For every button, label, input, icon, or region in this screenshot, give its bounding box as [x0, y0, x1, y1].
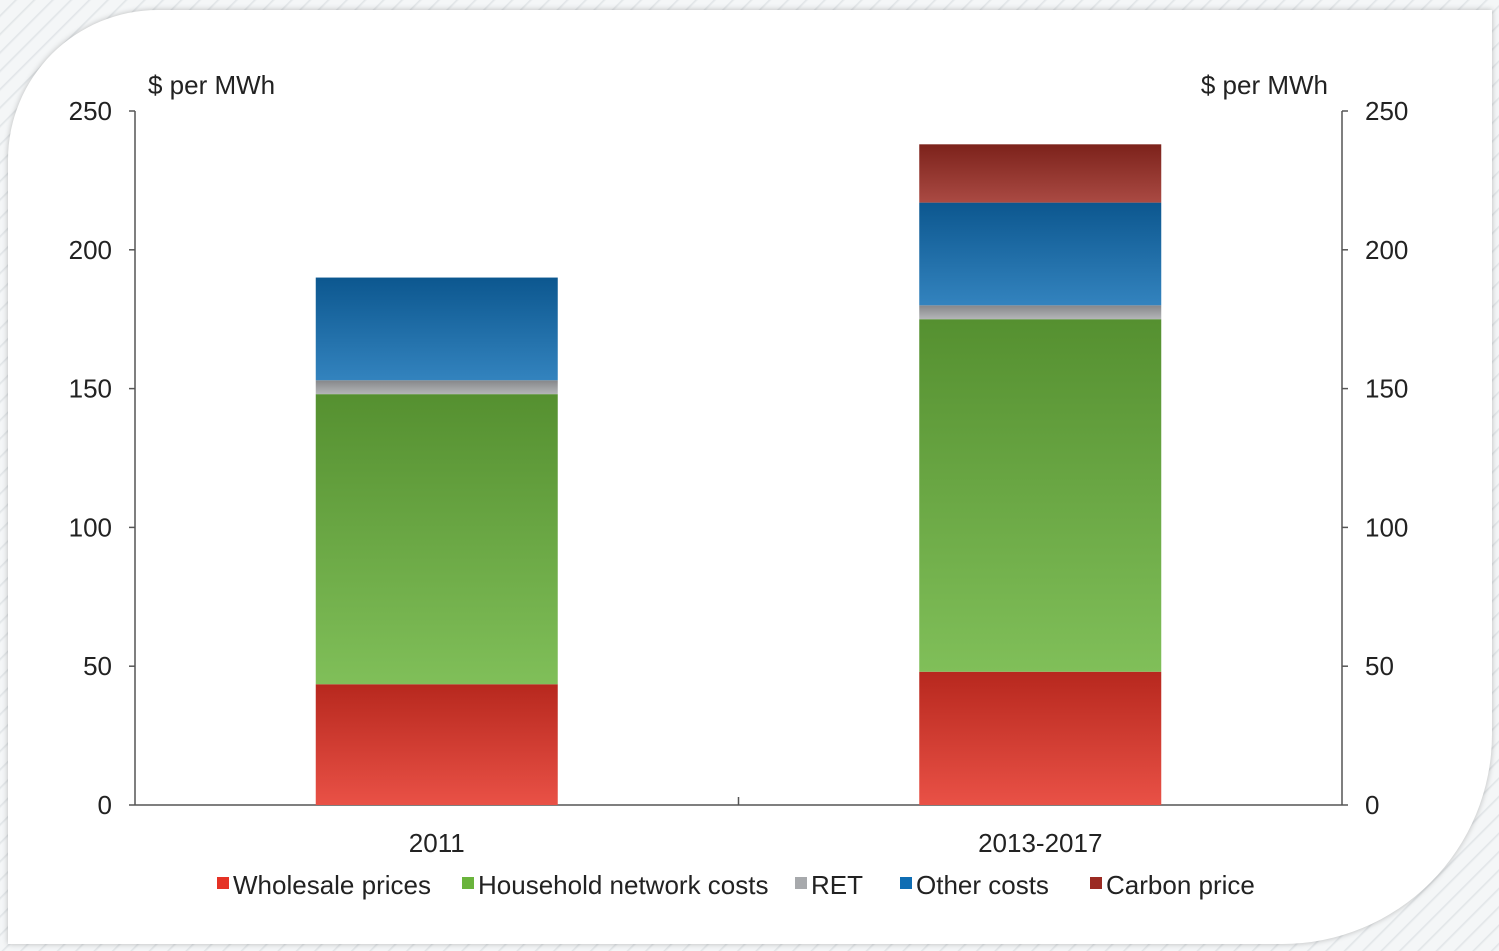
bar-segment-wholesale-prices: [315, 684, 558, 805]
right-y-tick-label: 200: [1365, 235, 1408, 265]
right-y-tick-label: 0: [1365, 790, 1379, 820]
left-y-tick-label: 150: [69, 374, 112, 404]
bar-segment-other-costs: [315, 277, 558, 381]
bar-segment-carbon-price: [919, 144, 1162, 203]
left-y-tick-label: 250: [69, 96, 112, 126]
x-category-label: 2013-2017: [978, 828, 1102, 858]
legend-swatch: [1090, 877, 1102, 889]
left-y-tick-label: 50: [83, 651, 112, 681]
right-unit-label: $ per MWh: [1201, 70, 1328, 100]
left-y-tick-label: 100: [69, 512, 112, 542]
x-category-label: 2011: [409, 828, 465, 858]
legend-swatch: [217, 877, 229, 889]
legend-swatch: [795, 877, 807, 889]
right-y-tick-label: 250: [1365, 96, 1408, 126]
legend-label: Other costs: [916, 870, 1049, 900]
chart-card: [8, 10, 1492, 944]
axis-labels: $ per MWh $ per MWh: [148, 70, 1328, 100]
bar-segment-household-network-costs: [315, 394, 558, 685]
left-unit-label: $ per MWh: [148, 70, 275, 100]
bar-segment-household-network-costs: [919, 319, 1162, 672]
legend-label: Wholesale prices: [233, 870, 431, 900]
left-y-tick-label: 200: [69, 235, 112, 265]
legend-label: Carbon price: [1106, 870, 1255, 900]
bar-segment-wholesale-prices: [919, 671, 1162, 805]
legend-label: RET: [811, 870, 863, 900]
legend-swatch: [462, 877, 474, 889]
right-y-tick-label: 100: [1365, 512, 1408, 542]
legend: Wholesale prices Household network costs R…: [217, 870, 1255, 900]
right-y-tick-label: 50: [1365, 651, 1394, 681]
bars: 2011 2013-2017: [315, 144, 1162, 858]
legend-swatch: [900, 877, 912, 889]
left-y-tick-label: 0: [98, 790, 112, 820]
legend-label: Household network costs: [478, 870, 768, 900]
axes: 0 0 50 50 100 100 150 150 200 200 250 250: [69, 96, 1409, 820]
bar-segment-ret: [919, 305, 1162, 320]
bar-segment-other-costs: [919, 202, 1162, 306]
right-y-tick-label: 150: [1365, 374, 1408, 404]
bar-segment-ret: [315, 380, 558, 395]
